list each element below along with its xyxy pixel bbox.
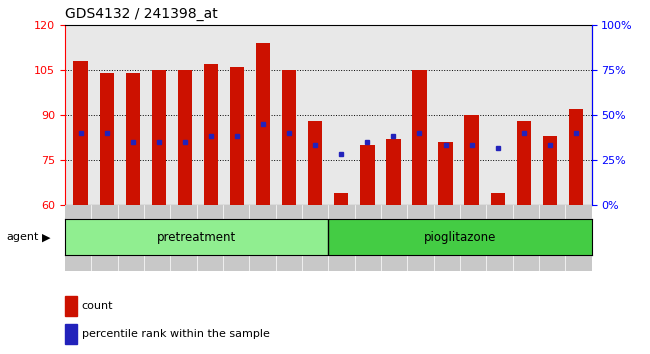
Bar	[360, 145, 374, 205]
Bar	[65, 324, 77, 344]
Bar	[65, 219, 328, 255]
Bar	[256, 43, 270, 205]
Bar	[386, 139, 400, 205]
Bar	[282, 70, 296, 205]
Bar	[465, 115, 479, 205]
Bar	[328, 219, 592, 255]
Bar	[73, 61, 88, 205]
Bar	[204, 64, 218, 205]
Bar	[438, 142, 452, 205]
Bar	[125, 73, 140, 205]
Bar	[517, 121, 531, 205]
Text: GDS4132 / 241398_at: GDS4132 / 241398_at	[65, 7, 218, 21]
Bar	[99, 73, 114, 205]
Bar	[65, 296, 77, 316]
Text: agent: agent	[6, 232, 39, 242]
Text: ▶: ▶	[42, 232, 51, 242]
Text: percentile rank within the sample: percentile rank within the sample	[82, 330, 270, 339]
Bar	[230, 67, 244, 205]
Text: count: count	[82, 301, 113, 311]
Bar	[569, 109, 583, 205]
Bar	[177, 70, 192, 205]
Bar	[151, 70, 166, 205]
Text: pioglitazone: pioglitazone	[424, 231, 496, 244]
Bar	[412, 70, 426, 205]
Bar	[491, 193, 505, 205]
Bar	[308, 121, 322, 205]
Bar	[334, 193, 348, 205]
Text: pretreatment: pretreatment	[157, 231, 236, 244]
Bar	[543, 136, 557, 205]
